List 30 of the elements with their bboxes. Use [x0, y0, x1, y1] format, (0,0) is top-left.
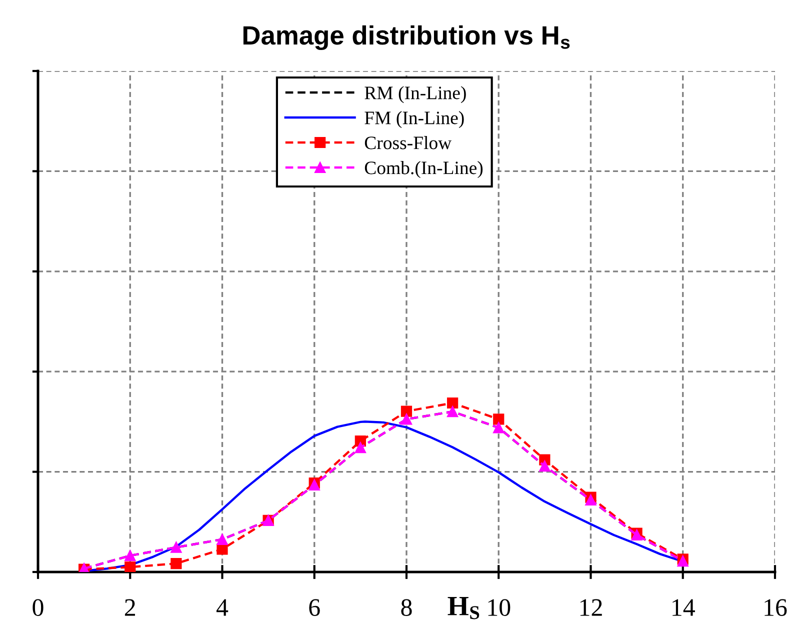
legend-label: Cross-Flow [364, 136, 452, 150]
x-tick-label: 0 [32, 599, 44, 616]
legend-label: FM (In-Line) [364, 111, 464, 128]
point [447, 406, 458, 418]
point [447, 397, 458, 409]
x-tick-label: 4 [216, 599, 228, 616]
point [493, 414, 504, 425]
point [354, 442, 366, 454]
point [170, 558, 182, 570]
x-tick-label: 12 [580, 599, 602, 616]
x-tick-label: 2 [124, 599, 135, 616]
x-tick-label: 10 [488, 599, 510, 616]
point [216, 544, 228, 555]
point [216, 534, 228, 545]
legend-label: Comb.(In-Line) [364, 161, 483, 178]
point [170, 542, 182, 553]
x-tick-label: 14 [672, 599, 695, 616]
point [585, 494, 596, 506]
x-tick-label: 16 [764, 599, 787, 616]
point [124, 550, 136, 562]
point [493, 422, 504, 434]
point [539, 460, 550, 472]
point [400, 406, 412, 417]
legend-label: RM (In-Line) [364, 86, 466, 104]
point [124, 562, 136, 572]
x-tick-label: 8 [401, 599, 412, 616]
chart-title: Damage distribution vs H$_{s}$ [243, 25, 570, 50]
x-tick-label: 6 [309, 599, 320, 616]
point [400, 414, 412, 425]
x-axis-title: H$_{S}$ [448, 596, 480, 620]
